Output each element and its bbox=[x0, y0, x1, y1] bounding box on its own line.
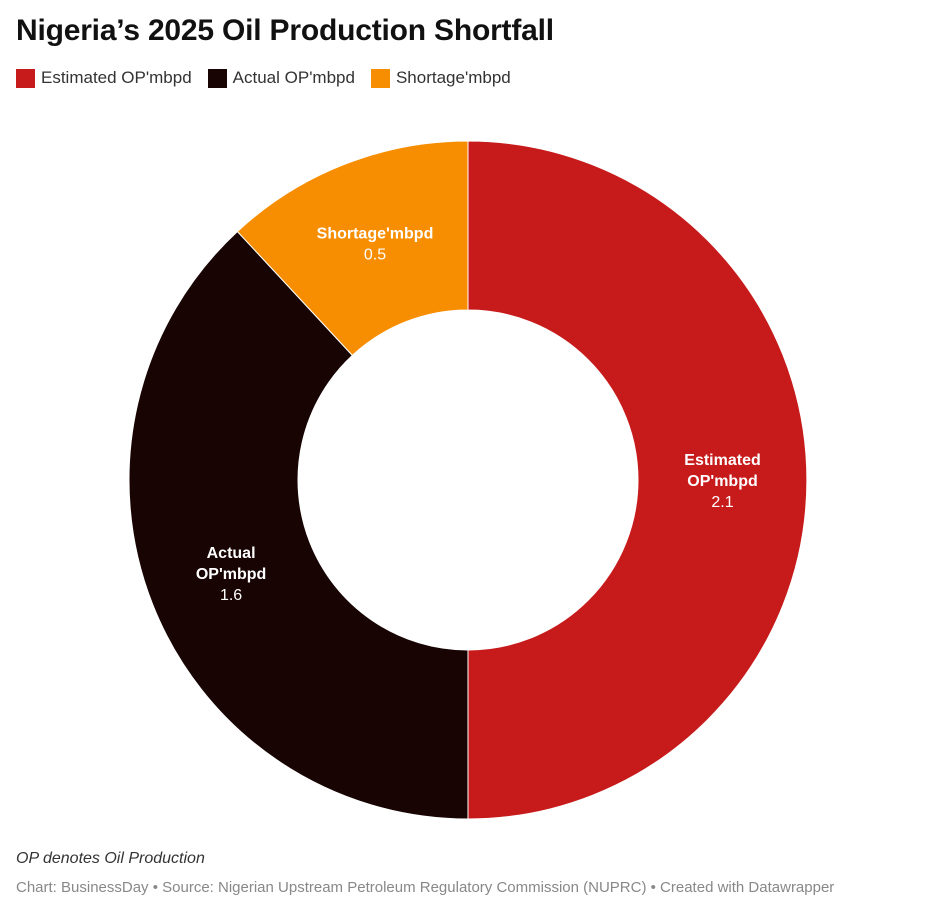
slice-estimated-name-label: OP'mbpd bbox=[687, 473, 757, 490]
slice-estimated-name-label: Estimated bbox=[684, 452, 760, 469]
slice-actual-value-label: 1.6 bbox=[220, 587, 242, 604]
legend-item-estimated: Estimated OP'mbpd bbox=[16, 68, 192, 88]
legend-label-actual: Actual OP'mbpd bbox=[232, 68, 355, 87]
slice-actual bbox=[128, 230, 469, 820]
legend-item-shortage: Shortage'mbpd bbox=[370, 68, 511, 88]
legend-item-actual: Actual OP'mbpd bbox=[207, 68, 355, 88]
chart-title: Nigeria’s 2025 Oil Production Shortfall bbox=[16, 14, 554, 47]
slice-estimated bbox=[467, 140, 808, 820]
slice-shortage-name-label: Shortage'mbpd bbox=[317, 226, 434, 243]
chart-note: OP denotes Oil Production bbox=[16, 850, 205, 867]
slice-shortage-value-label: 0.5 bbox=[364, 247, 386, 264]
chart-footer: Chart: BusinessDay • Source: Nigerian Up… bbox=[16, 879, 835, 896]
slice-actual-name-label: Actual bbox=[207, 545, 256, 562]
slice-shortage bbox=[236, 140, 469, 357]
legend-swatch-actual bbox=[207, 68, 227, 88]
legend-swatch-estimated bbox=[16, 68, 35, 88]
legend-label-estimated: Estimated OP'mbpd bbox=[41, 68, 192, 87]
slice-actual-name-label: OP'mbpd bbox=[196, 566, 266, 583]
legend: Estimated OP'mbpd Actual OP'mbpd Shortag… bbox=[16, 68, 527, 88]
legend-swatch-shortage bbox=[370, 68, 390, 88]
legend-label-shortage: Shortage'mbpd bbox=[395, 68, 511, 87]
slice-estimated-value-label: 2.1 bbox=[711, 494, 733, 511]
